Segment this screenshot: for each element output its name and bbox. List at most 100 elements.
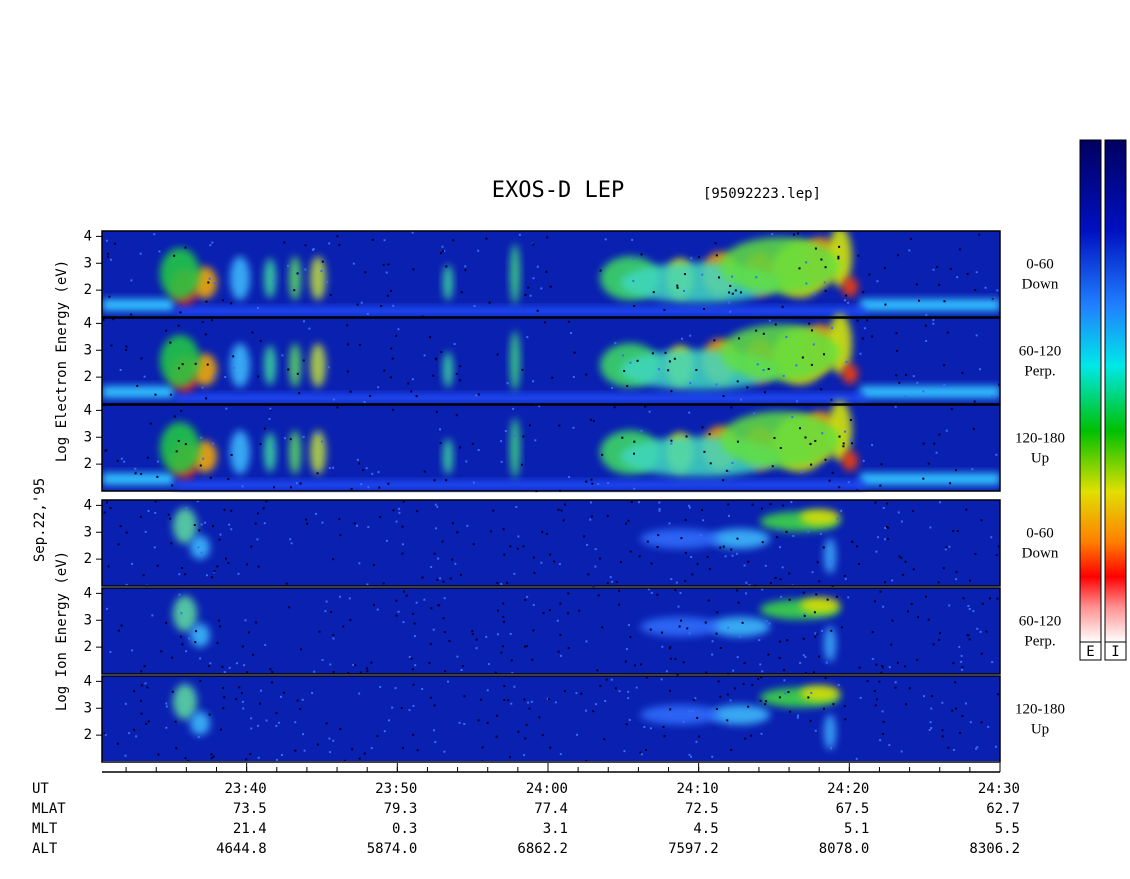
noise-pixel	[706, 555, 709, 558]
noise-pixel	[532, 556, 535, 559]
noise-pixel	[211, 442, 214, 445]
noise-pixel	[284, 437, 287, 440]
noise-pixel	[759, 699, 762, 702]
noise-pixel	[241, 485, 244, 488]
noise-pixel	[485, 635, 488, 638]
noise-pixel	[174, 720, 177, 723]
noise-pixel	[670, 442, 673, 445]
noise-pixel	[862, 291, 865, 294]
noise-pixel	[254, 522, 257, 525]
noise-pixel	[910, 602, 913, 605]
noise-pixel	[842, 442, 845, 445]
noise-pixel	[734, 687, 737, 690]
noise-pixel	[632, 257, 635, 260]
noise-pixel	[830, 747, 833, 750]
noise-pixel	[212, 374, 215, 377]
noise-pixel	[904, 560, 907, 563]
noise-pixel	[575, 692, 578, 695]
spectrogram-background	[102, 588, 1000, 674]
noise-pixel	[922, 390, 925, 393]
noise-pixel	[492, 509, 495, 512]
noise-pixel	[290, 542, 293, 545]
noise-pixel	[520, 463, 523, 466]
noise-pixel	[948, 545, 951, 548]
noise-pixel	[765, 620, 768, 623]
noise-pixel	[140, 472, 143, 475]
noise-pixel	[311, 692, 314, 695]
noise-pixel	[124, 754, 127, 757]
noise-pixel	[812, 343, 815, 346]
noise-pixel	[300, 648, 303, 651]
noise-pixel	[135, 735, 138, 738]
noise-pixel	[549, 553, 552, 556]
noise-pixel	[844, 718, 847, 721]
noise-pixel	[690, 556, 693, 559]
noise-pixel	[481, 760, 484, 761]
noise-pixel	[210, 753, 213, 756]
noise-pixel	[629, 361, 632, 364]
quiet-band	[860, 386, 1000, 398]
noise-pixel	[615, 581, 618, 584]
noise-pixel	[321, 521, 324, 524]
noise-pixel	[125, 583, 128, 586]
noise-pixel	[140, 684, 143, 687]
noise-pixel	[206, 363, 209, 366]
noise-pixel	[509, 632, 512, 635]
noise-pixel	[289, 438, 292, 441]
orbit-value: 67.5	[836, 801, 870, 817]
channel-label: 60-120	[1019, 343, 1062, 359]
noise-pixel	[392, 509, 395, 512]
spectrogram-background	[102, 500, 1000, 586]
noise-pixel	[397, 328, 400, 331]
noise-pixel	[207, 664, 210, 667]
noise-pixel	[165, 705, 168, 708]
noise-pixel	[481, 746, 484, 749]
noise-pixel	[398, 511, 401, 514]
noise-pixel	[952, 748, 955, 751]
noise-pixel	[223, 696, 226, 699]
noise-pixel	[401, 525, 404, 528]
noise-pixel	[743, 564, 746, 567]
orbit-value: 4.5	[693, 821, 718, 837]
noise-pixel	[502, 645, 505, 648]
noise-pixel	[116, 460, 119, 463]
noise-pixel	[715, 383, 718, 386]
noise-pixel	[585, 760, 588, 761]
flux-blob	[842, 363, 858, 384]
channel-label: 120-180	[1015, 701, 1065, 717]
noise-pixel	[567, 320, 570, 323]
noise-pixel	[802, 637, 805, 640]
noise-pixel	[445, 479, 448, 482]
noise-pixel	[411, 378, 414, 381]
noise-pixel	[873, 600, 876, 603]
noise-pixel	[557, 650, 560, 653]
noise-pixel	[975, 747, 978, 750]
noise-pixel	[704, 621, 707, 624]
noise-pixel	[645, 676, 648, 679]
noise-pixel	[317, 432, 320, 435]
noise-pixel	[517, 730, 520, 733]
noise-pixel	[736, 656, 739, 659]
noise-pixel	[972, 427, 975, 430]
noise-pixel	[604, 700, 607, 703]
noise-pixel	[696, 562, 699, 565]
noise-pixel	[103, 732, 106, 735]
noise-pixel	[272, 279, 275, 282]
noise-pixel	[270, 681, 273, 684]
noise-pixel	[874, 501, 877, 504]
colorbar	[1079, 139, 1102, 643]
flux-blob	[710, 616, 770, 637]
noise-pixel	[454, 562, 457, 565]
noise-pixel	[847, 596, 850, 599]
noise-pixel	[696, 716, 699, 719]
noise-pixel	[263, 427, 266, 430]
noise-pixel	[607, 482, 610, 485]
orbit-value: 21.4	[233, 821, 267, 837]
noise-pixel	[230, 528, 233, 531]
noise-pixel	[328, 242, 331, 245]
noise-pixel	[875, 550, 878, 553]
noise-pixel	[130, 279, 133, 282]
y-tick-label: 4	[84, 585, 92, 601]
noise-pixel	[728, 291, 731, 294]
noise-pixel	[722, 479, 725, 482]
